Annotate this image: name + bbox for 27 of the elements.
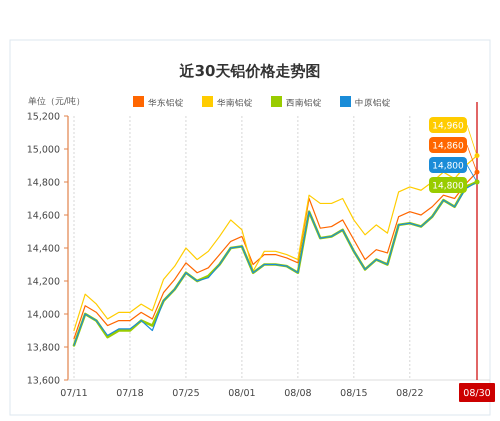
xtick: 07/25 — [172, 388, 200, 399]
ytick: 14,400 — [26, 244, 60, 254]
ytick: 15,200 — [26, 112, 60, 122]
ytick: 13,800 — [26, 342, 60, 354]
legend: 华南铝锭 — [217, 98, 253, 108]
legend: 华东铝锭 — [148, 98, 184, 108]
legend: 中原铝锭 — [355, 98, 391, 108]
xtick: 08/08 — [284, 388, 312, 399]
value-label: 14,800 — [432, 182, 464, 192]
xtick: 08/01 — [228, 388, 256, 399]
ylabel: 单位（元/吨） — [28, 97, 86, 107]
value-label: 14,860 — [432, 142, 464, 152]
ytick: 14,200 — [26, 276, 60, 288]
xtick: 07/18 — [116, 388, 144, 399]
ytick: 14,800 — [26, 178, 60, 188]
ytick: 13,600 — [26, 376, 60, 386]
xtick: 07/11 — [60, 388, 88, 399]
ytick: 15,000 — [26, 144, 60, 156]
ytick: 14,600 — [26, 210, 60, 222]
xtick: 08/15 — [340, 388, 368, 399]
value-label: 14,800 — [432, 162, 464, 172]
xtick: 08/30 — [463, 388, 491, 399]
xtick: 08/22 — [396, 388, 424, 399]
value-label: 14,960 — [432, 122, 464, 132]
ytick: 14,000 — [26, 310, 60, 320]
title: 近30天铝价格走势图 — [180, 62, 320, 80]
legend: 西南铝锭 — [286, 98, 322, 108]
